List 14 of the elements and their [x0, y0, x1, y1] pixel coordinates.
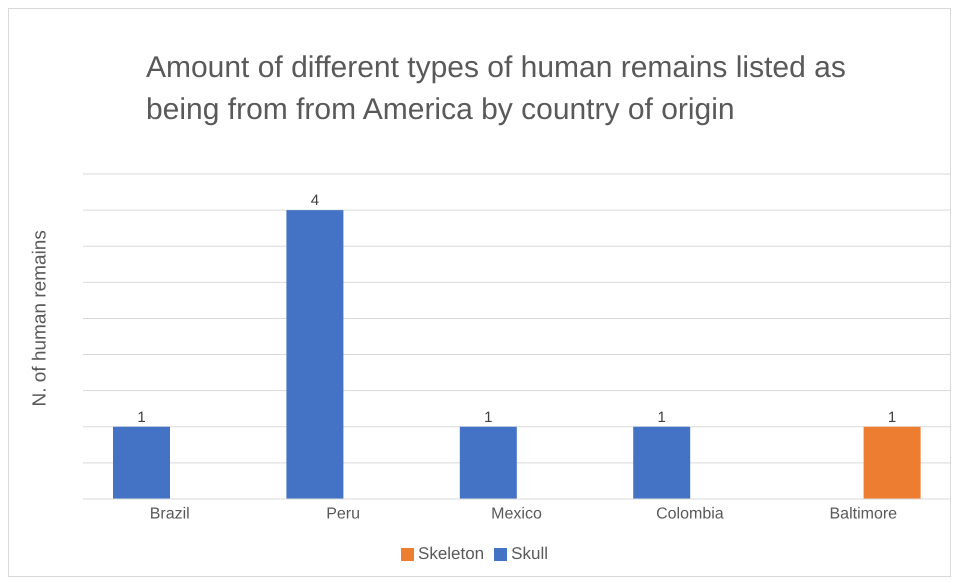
data-label: 1	[658, 408, 666, 426]
data-label: 1	[888, 408, 896, 426]
data-label: 1	[484, 408, 492, 426]
data-label: 4	[310, 192, 320, 210]
legend-label: Skull	[511, 544, 548, 563]
x-tick-label: Mexico	[491, 505, 542, 522]
data-label: 1	[137, 408, 146, 426]
y-axis-title: N. of human remains	[30, 230, 51, 406]
chart-title: Amount of different types of human remains listed as being from from America by country of origin	[146, 50, 847, 128]
x-tick-label: Brazil	[150, 505, 190, 522]
x-tick-label: Peru	[326, 505, 360, 522]
x-tick-label: Baltimore	[830, 505, 898, 522]
x-tick-label: Colombia	[656, 505, 724, 522]
legend-label: Skeleton	[418, 544, 484, 563]
